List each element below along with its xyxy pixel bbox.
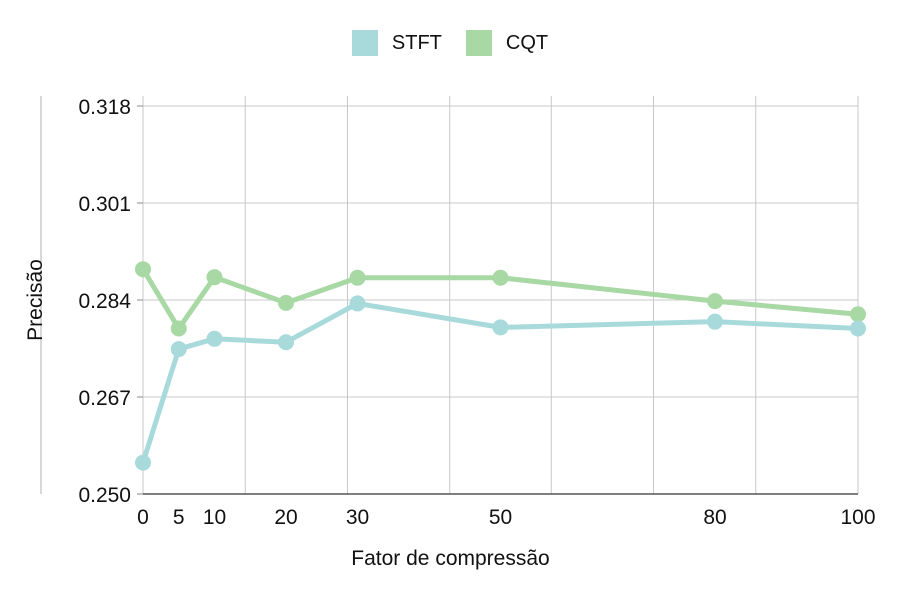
y-tick-label: 0.250: [78, 484, 131, 507]
x-tick-label: 30: [346, 506, 369, 529]
data-point-stft[interactable]: [707, 313, 723, 330]
grid-lines: [142, 96, 859, 495]
legend-item-stft[interactable]: STFT: [351, 30, 442, 56]
data-point-stft[interactable]: [850, 320, 866, 337]
x-tick-label: 100: [840, 506, 875, 529]
data-point-stft[interactable]: [278, 334, 294, 351]
legend-label-cqt: CQT: [505, 31, 549, 54]
legend-swatch-stft: [351, 30, 378, 56]
legend-swatch-cqt: [465, 30, 492, 56]
y-tick-label: 0.267: [78, 387, 131, 410]
x-tick-label: 80: [703, 506, 726, 529]
y-tick-label: 0.318: [78, 96, 131, 119]
data-point-cqt[interactable]: [135, 261, 151, 278]
series-lines: [135, 261, 866, 471]
data-point-cqt[interactable]: [492, 269, 509, 286]
chart-legend: STFT CQT: [0, 30, 900, 56]
data-point-cqt[interactable]: [850, 306, 866, 323]
data-point-cqt[interactable]: [278, 294, 294, 311]
x-tick-label: 10: [203, 506, 226, 529]
y-tick-label: 0.284: [78, 290, 131, 313]
x-tick-label: 5: [173, 506, 185, 529]
data-point-stft[interactable]: [349, 295, 366, 312]
legend-label-stft: STFT: [391, 31, 442, 54]
x-tick-label: 50: [489, 506, 512, 529]
data-point-stft[interactable]: [170, 341, 187, 358]
x-tick-label: 0: [137, 506, 149, 529]
tick-labels: 0.250 0.267 0.284 0.301 0.318 0 5 10 20 30 50 80 100: [78, 96, 875, 529]
data-point-stft[interactable]: [492, 319, 509, 336]
data-point-stft[interactable]: [206, 330, 223, 347]
data-point-cqt[interactable]: [349, 269, 366, 286]
data-point-stft[interactable]: [135, 454, 151, 471]
y-axis-title: Precisão: [24, 259, 47, 341]
legend-item-cqt[interactable]: CQT: [465, 30, 549, 56]
y-tick-label: 0.301: [78, 193, 131, 216]
series-line-cqt: [140, 266, 861, 332]
x-tick-label: 20: [274, 506, 297, 529]
data-point-cqt[interactable]: [707, 293, 723, 310]
data-point-cqt[interactable]: [206, 269, 223, 286]
axes: [40, 96, 858, 495]
x-axis-title: Fator de compressão: [351, 547, 549, 570]
data-point-cqt[interactable]: [170, 320, 187, 337]
